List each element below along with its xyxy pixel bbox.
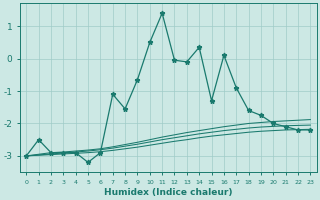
X-axis label: Humidex (Indice chaleur): Humidex (Indice chaleur) (104, 188, 233, 197)
